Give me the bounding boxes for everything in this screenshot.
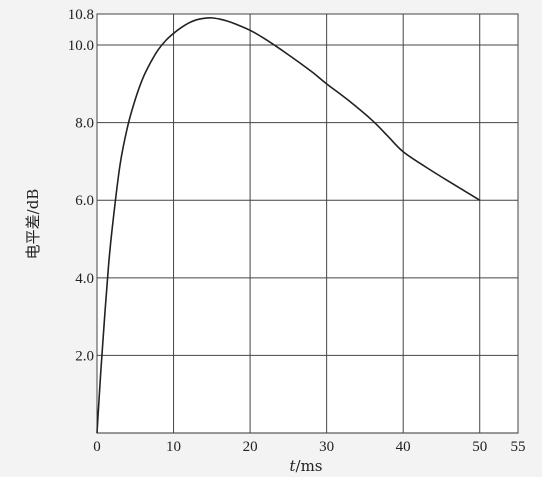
level-difference-curve (96, 17, 481, 434)
x-tick-label: 50 (472, 439, 487, 455)
x-tick-label: 30 (319, 439, 334, 455)
plot-frame (96, 13, 519, 434)
y-tick-labels: 2.0 4.0 6.0 8.0 10.0 10.8 (68, 7, 94, 364)
x-tick-label: 55 (511, 439, 526, 455)
x-tick-label: 10 (166, 439, 181, 455)
x-axis-unit: /ms (296, 457, 323, 475)
x-tick-label: 0 (93, 439, 101, 455)
y-axis-label: 电平差/dB (24, 189, 42, 260)
y-tick-label: 2.0 (75, 348, 94, 364)
y-tick-label: 4.0 (75, 271, 94, 287)
x-tick-label: 20 (243, 439, 258, 455)
x-axis-var: t (289, 457, 296, 475)
y-tick-label: 10.0 (68, 38, 94, 54)
y-tick-label: 10.8 (68, 7, 94, 23)
x-tick-label: 40 (396, 439, 411, 455)
x-axis-label: t/ms (289, 457, 322, 475)
x-tick-labels: 0 10 20 30 40 50 55 (93, 439, 525, 455)
grid-lines (96, 13, 519, 433)
y-tick-label: 8.0 (75, 116, 94, 132)
y-tick-label: 6.0 (75, 193, 94, 209)
